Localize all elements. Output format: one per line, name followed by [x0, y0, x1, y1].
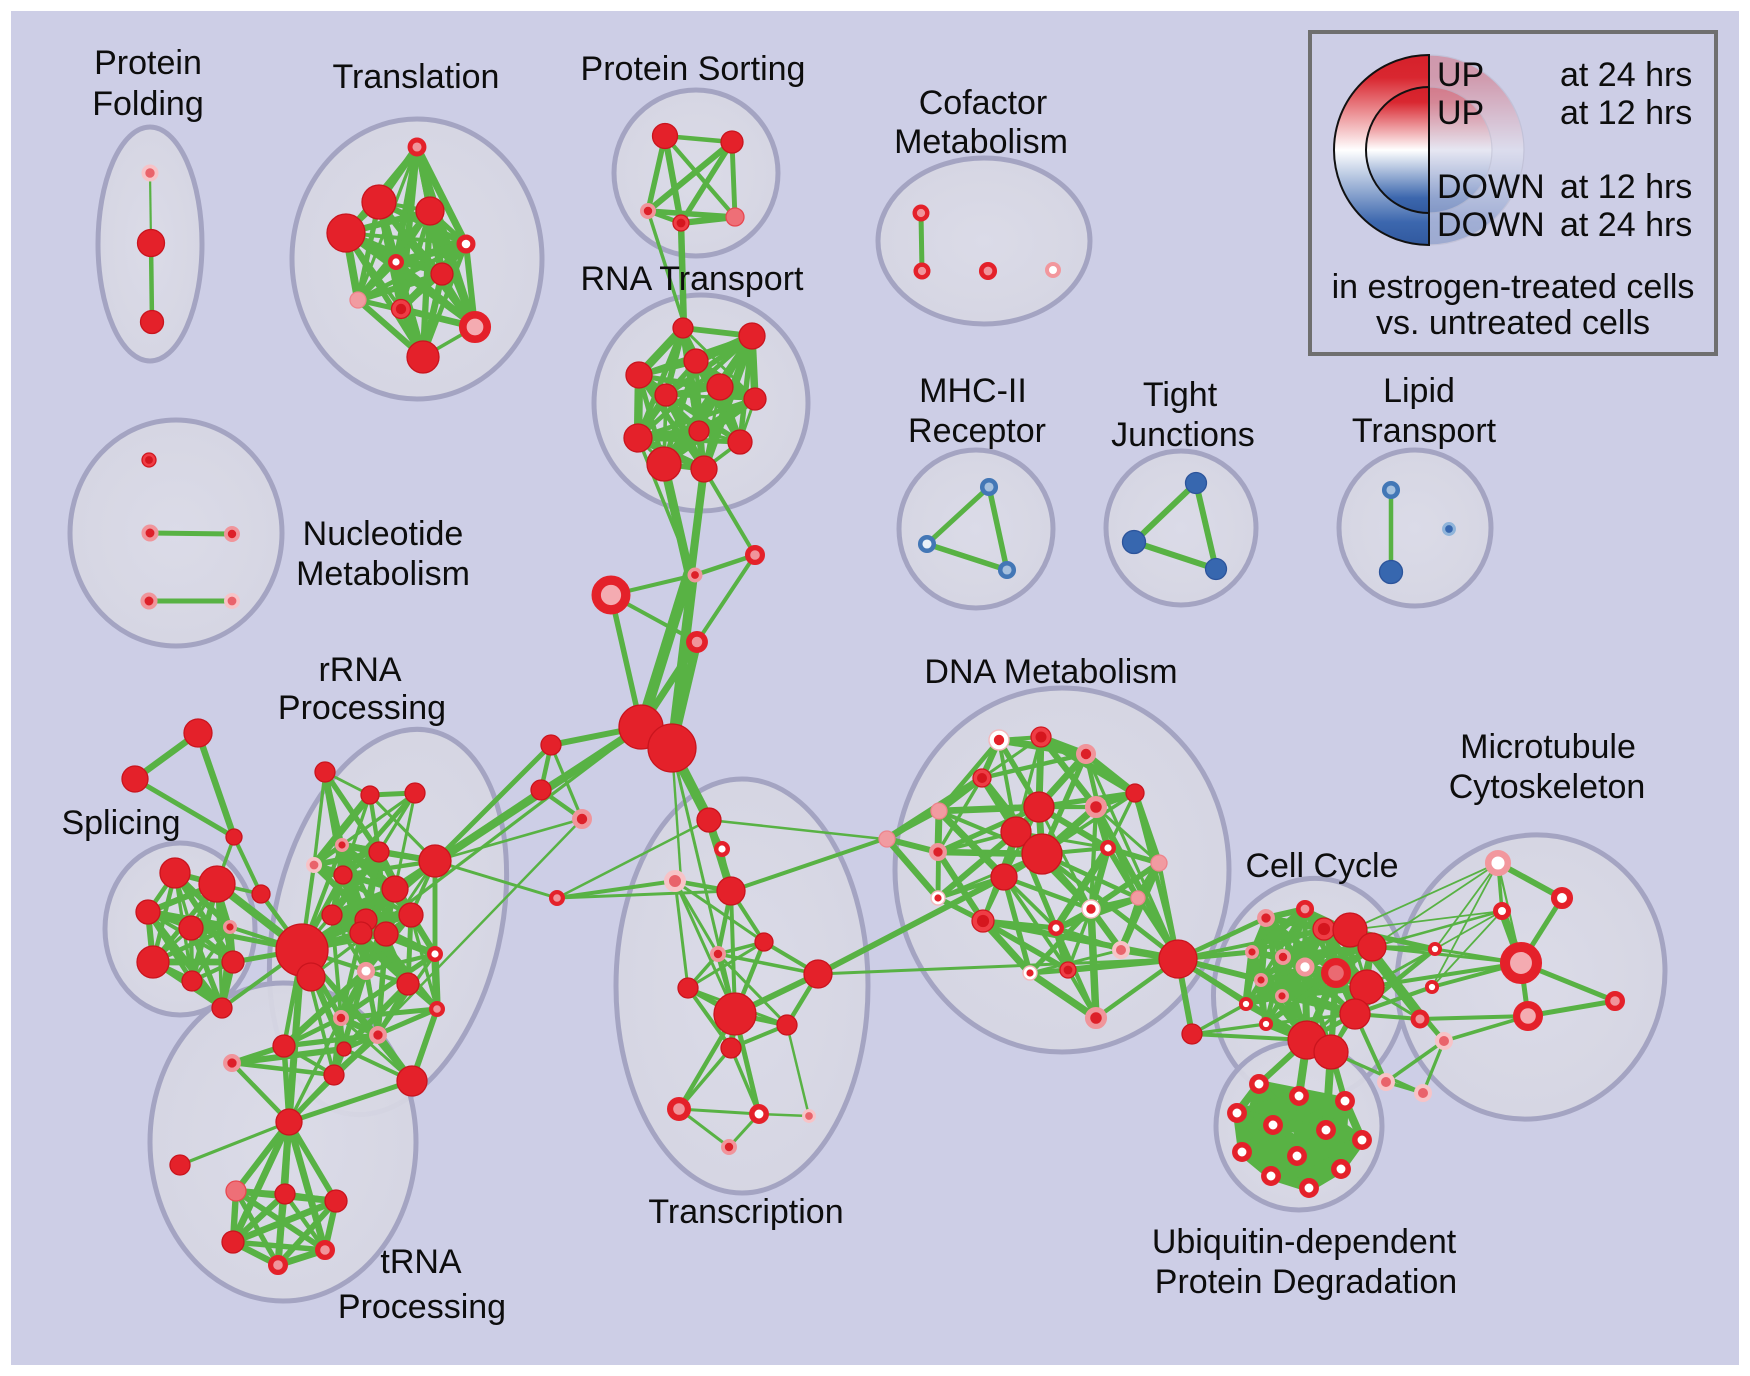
- svg-text:at 12 hrs: at 12 hrs: [1560, 168, 1692, 206]
- svg-text:MHC-II: MHC-II: [919, 372, 1027, 410]
- svg-text:Transcription: Transcription: [648, 1193, 843, 1231]
- svg-text:Lipid: Lipid: [1383, 372, 1455, 410]
- svg-text:Cell Cycle: Cell Cycle: [1245, 847, 1398, 885]
- svg-text:at 12 hrs: at 12 hrs: [1560, 94, 1692, 132]
- svg-text:Protein Degradation: Protein Degradation: [1155, 1263, 1457, 1301]
- svg-text:Folding: Folding: [92, 85, 204, 123]
- svg-text:Protein: Protein: [94, 44, 202, 82]
- svg-text:Translation: Translation: [333, 58, 500, 96]
- svg-text:Cytoskeleton: Cytoskeleton: [1449, 768, 1646, 806]
- svg-text:Cofactor: Cofactor: [919, 84, 1048, 122]
- svg-text:UP: UP: [1437, 94, 1484, 132]
- svg-text:Tight: Tight: [1143, 376, 1218, 414]
- svg-text:RNA Transport: RNA Transport: [581, 260, 805, 298]
- svg-text:in estrogen-treated cells: in estrogen-treated cells: [1332, 268, 1695, 306]
- svg-text:Nucleotide: Nucleotide: [303, 515, 464, 553]
- svg-text:Splicing: Splicing: [61, 804, 180, 842]
- svg-text:Junctions: Junctions: [1111, 416, 1255, 454]
- svg-text:Ubiquitin-dependent: Ubiquitin-dependent: [1152, 1223, 1457, 1261]
- svg-text:tRNA: tRNA: [380, 1243, 462, 1281]
- svg-text:Receptor: Receptor: [908, 412, 1046, 450]
- svg-text:DOWN: DOWN: [1437, 206, 1545, 244]
- svg-text:at 24 hrs: at 24 hrs: [1560, 56, 1692, 94]
- svg-text:Metabolism: Metabolism: [296, 555, 470, 593]
- svg-text:DOWN: DOWN: [1437, 168, 1545, 206]
- svg-text:UP: UP: [1437, 56, 1484, 94]
- svg-text:Processing: Processing: [278, 689, 446, 727]
- svg-text:Protein Sorting: Protein Sorting: [581, 50, 806, 88]
- svg-text:rRNA: rRNA: [318, 651, 401, 689]
- svg-text:vs. untreated cells: vs. untreated cells: [1376, 304, 1650, 342]
- svg-text:Microtubule: Microtubule: [1460, 728, 1636, 766]
- svg-text:Metabolism: Metabolism: [894, 123, 1068, 161]
- svg-text:at 24 hrs: at 24 hrs: [1560, 206, 1692, 244]
- svg-text:DNA Metabolism: DNA Metabolism: [924, 653, 1177, 691]
- svg-text:Transport: Transport: [1352, 412, 1497, 450]
- svg-text:Processing: Processing: [338, 1288, 506, 1326]
